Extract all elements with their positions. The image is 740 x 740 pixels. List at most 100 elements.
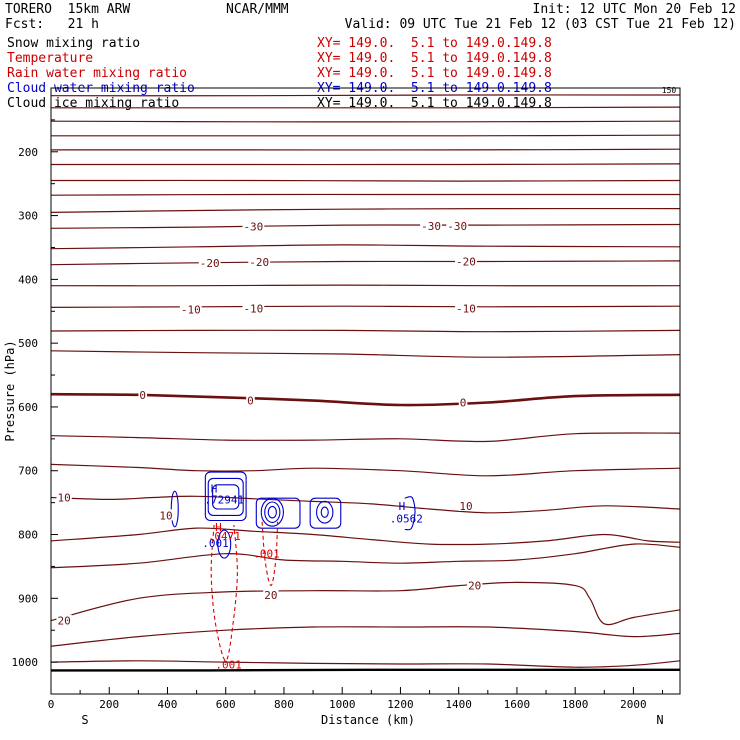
x-tick-label-5: 1000 — [329, 698, 356, 711]
model-label: TORERO 15km ARW — [5, 2, 131, 17]
isotherm-10 — [50, 244, 681, 250]
cloud-water-label-4: .001 — [202, 537, 229, 550]
x-tick-label-8: 1600 — [504, 698, 531, 711]
cloud-contour-center-3 — [267, 505, 277, 519]
temperature-label-bg-16 — [263, 589, 279, 601]
cloud-water-layer — [170, 471, 416, 559]
isotherm-4 — [50, 148, 681, 151]
cloud-water-label-2: H — [399, 500, 406, 513]
cloud-contour-center-2 — [264, 501, 281, 523]
cloud-contour-east-outer — [309, 497, 342, 529]
temperature-label-14: 10 — [459, 500, 472, 513]
temperature-label-bg-6 — [179, 303, 202, 315]
endpoint-north: N — [656, 713, 663, 727]
field-name-rain: Rain water mixing ratio — [7, 66, 188, 81]
temperature-label-bg-8 — [455, 302, 477, 314]
temperature-label-1: -30 — [421, 220, 441, 233]
temperature-label-6: -10 — [181, 303, 201, 316]
y-tick-label-4: 600 — [18, 401, 38, 414]
field-xy-rain: XY= 149.0. 5.1 to 149.0.149.8 — [317, 66, 552, 81]
isotherm-14 — [50, 329, 681, 333]
isotherm-2 — [50, 120, 681, 123]
temperature-label-bg-10 — [246, 394, 255, 406]
temperature-label-bg-2 — [446, 219, 469, 231]
x-tick-label-10: 2000 — [620, 698, 647, 711]
isotherm-18 — [50, 463, 681, 477]
isotherm-9 — [50, 223, 681, 229]
isotherm-12 — [50, 284, 681, 287]
temperature-label-4: -20 — [249, 256, 269, 269]
x-tick-label-3: 600 — [216, 698, 236, 711]
temperature-label-bg-1 — [420, 219, 442, 231]
y-tick-label-2: 400 — [18, 273, 38, 286]
cloud-water-label-1: .72941 — [204, 493, 244, 506]
y-tick-label-0: 200 — [18, 146, 38, 159]
isotherm-20 — [50, 527, 681, 546]
temperature-label-2: -30 — [447, 220, 467, 233]
cloud-contour-far-west — [170, 490, 179, 528]
temperature-label-bg-0 — [242, 220, 265, 232]
isotherms-layer — [50, 94, 681, 672]
temperature-label-10: 0 — [247, 395, 254, 408]
isotherm-15 — [50, 350, 681, 358]
y-tick-label-8: 1000 — [12, 656, 39, 669]
isotherm-19 — [50, 495, 681, 514]
init-label: Init: 12 UTC Mon 20 Feb 12 — [532, 2, 737, 17]
temperature-label-bg-9 — [138, 388, 148, 400]
y-tick-label-7: 900 — [18, 592, 38, 605]
isotherm-0 — [50, 94, 681, 97]
isotherm-8 — [50, 207, 681, 213]
temperature-label-bg-7 — [242, 302, 265, 314]
isotherm-1 — [51, 106, 681, 109]
y-tick-label-6: 800 — [18, 529, 38, 542]
temperature-label-bg-14 — [458, 499, 474, 511]
ground-line — [50, 668, 680, 672]
rain-contour-west — [210, 524, 238, 662]
rain-water-layer — [210, 521, 279, 662]
plot-frame — [50, 87, 681, 695]
isotherm-5 — [51, 163, 681, 166]
cloud-contour-west-tail — [217, 529, 232, 559]
temperature-label-bg-11 — [458, 396, 468, 408]
cloud-contour-west-mid — [207, 477, 244, 516]
temperature-label-15: 20 — [57, 615, 70, 628]
cloud-contour-center-outer — [255, 497, 301, 529]
x-tick-label-4: 800 — [274, 698, 294, 711]
isotherm-16 — [50, 392, 681, 407]
x-axis-title: Distance (km) — [321, 713, 415, 727]
rain-label-2: .001 — [253, 548, 280, 561]
rain-contour-center — [261, 521, 279, 587]
temperature-label-16: 20 — [264, 589, 277, 602]
y-tick-label-1: 300 — [18, 210, 38, 223]
field-xy-snow: XY= 149.0. 5.1 to 149.0.149.8 — [317, 36, 552, 51]
isotherm-13 — [50, 305, 681, 308]
temperature-label-bg-15 — [56, 614, 72, 626]
temperature-label-bg-3 — [198, 256, 221, 268]
cloud-water-label-3: .0562 — [390, 513, 423, 526]
cloud-contour-east-1 — [316, 500, 334, 524]
x-tick-label-7: 1400 — [445, 698, 472, 711]
cloud-water-label-0: H — [211, 483, 218, 496]
field-xy-temperature: XY= 149.0. 5.1 to 149.0.149.8 — [317, 51, 552, 66]
temperature-label-5: -20 — [456, 256, 476, 269]
temperature-label-bg-5 — [455, 255, 477, 267]
contour-labels-layer: -30 -30 -30 -20 -20 -20 -10 -10 -10 0 0 0 10 10 10 20 20… — [56, 219, 483, 672]
cloud-contour-far-east — [404, 496, 416, 531]
x-tick-label-9: 1800 — [562, 698, 589, 711]
temperature-label-bg-13 — [158, 509, 174, 521]
temperature-label-17: 20 — [468, 580, 481, 593]
x-tick-label-0: 0 — [48, 698, 55, 711]
x-tick-label-1: 200 — [99, 698, 119, 711]
temperature-label-8: -10 — [456, 303, 476, 316]
temperature-label-bg-12 — [56, 491, 72, 503]
rain-label-0: H — [215, 521, 222, 534]
y-axis-title: Pressure (hPa) — [3, 340, 17, 441]
temperature-label-7: -10 — [243, 303, 263, 316]
cloud-contour-east-2 — [320, 506, 329, 518]
temperature-label-0: -30 — [243, 220, 263, 233]
cutoff-label: 150 — [662, 86, 677, 95]
x-tick-label-2: 400 — [158, 698, 178, 711]
temperature-label-13: 10 — [159, 509, 172, 522]
isotherm-11 — [50, 260, 681, 266]
